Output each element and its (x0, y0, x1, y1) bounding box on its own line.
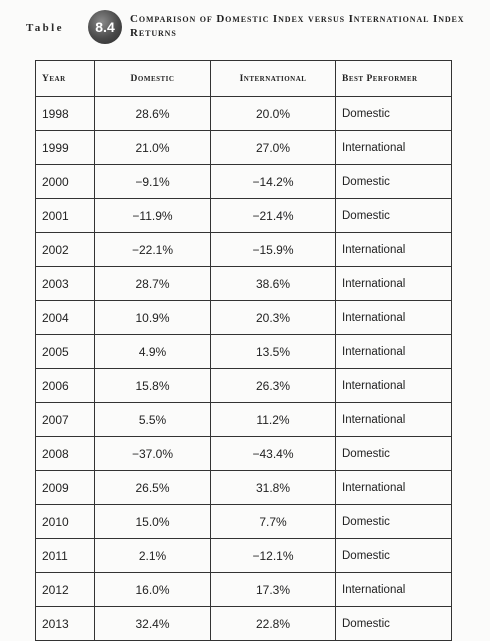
cell-domestic: 10.9% (94, 300, 211, 335)
cell-international: 7.7% (210, 504, 336, 539)
table-row: 2012 16.0% 17.3% International (35, 572, 452, 607)
table-row: 2008 −37.0% −43.4% Domestic (35, 436, 452, 471)
cell-year: 2004 (35, 300, 95, 335)
table-number-badge: 8.4 (88, 10, 122, 44)
cell-year: 2005 (35, 334, 95, 369)
cell-year: 1999 (35, 130, 95, 165)
cell-domestic: 26.5% (94, 470, 211, 505)
column-header-domestic: Domestic (94, 60, 211, 97)
table-title: Comparison of Domestic Index versus Inte… (130, 13, 465, 39)
table-row: 2000 −9.1% −14.2% Domestic (35, 164, 452, 199)
cell-domestic: 28.6% (94, 96, 211, 131)
table-row: 1999 21.0% 27.0% International (35, 130, 452, 165)
cell-year: 2009 (35, 470, 95, 505)
cell-domestic: −9.1% (94, 164, 211, 199)
cell-international: 13.5% (210, 334, 336, 369)
cell-best-performer: International (335, 232, 452, 267)
cell-year: 2012 (35, 572, 95, 607)
column-header-best-performer: Best Performer (335, 60, 452, 97)
cell-domestic: 5.5% (94, 402, 211, 437)
table-header: Table 8.4 Comparison of Domestic Index v… (16, 8, 486, 56)
table-row: 2003 28.7% 38.6% International (35, 266, 452, 301)
table-row: 2010 15.0% 7.7% Domestic (35, 504, 452, 539)
cell-best-performer: International (335, 334, 452, 369)
column-header-year: Year (35, 60, 95, 97)
cell-year: 2002 (35, 232, 95, 267)
cell-international: 11.2% (210, 402, 336, 437)
cell-domestic: 32.4% (94, 606, 211, 641)
cell-year: 2006 (35, 368, 95, 403)
cell-international: 20.0% (210, 96, 336, 131)
cell-international: 27.0% (210, 130, 336, 165)
cell-international: −14.2% (210, 164, 336, 199)
cell-best-performer: Domestic (335, 198, 452, 233)
cell-year: 2013 (35, 606, 95, 641)
cell-domestic: 2.1% (94, 538, 211, 573)
cell-year: 2010 (35, 504, 95, 539)
cell-domestic: −11.9% (94, 198, 211, 233)
table-row: 2007 5.5% 11.2% International (35, 402, 452, 437)
cell-year: 2011 (35, 538, 95, 573)
cell-best-performer: International (335, 130, 452, 165)
cell-best-performer: International (335, 368, 452, 403)
cell-domestic: 15.0% (94, 504, 211, 539)
cell-domestic: −37.0% (94, 436, 211, 471)
cell-best-performer: International (335, 572, 452, 607)
header-row: Year Domestic International Best Perform… (35, 60, 452, 97)
cell-best-performer: International (335, 402, 452, 437)
cell-international: 31.8% (210, 470, 336, 505)
table-label: Table (26, 22, 64, 34)
table-row: 2001 −11.9% −21.4% Domestic (35, 198, 452, 233)
cell-best-performer: International (335, 300, 452, 335)
cell-domestic: 16.0% (94, 572, 211, 607)
cell-international: 17.3% (210, 572, 336, 607)
table-row: 2013 32.4% 22.8% Domestic (35, 606, 452, 641)
cell-international: 26.3% (210, 368, 336, 403)
cell-domestic: 28.7% (94, 266, 211, 301)
cell-international: −21.4% (210, 198, 336, 233)
cell-best-performer: Domestic (335, 538, 452, 573)
cell-best-performer: Domestic (335, 606, 452, 641)
cell-best-performer: Domestic (335, 164, 452, 199)
cell-year: 2001 (35, 198, 95, 233)
cell-year: 2003 (35, 266, 95, 301)
table-row: 2009 26.5% 31.8% International (35, 470, 452, 505)
returns-table: Year Domestic International Best Perform… (35, 60, 452, 641)
cell-best-performer: International (335, 266, 452, 301)
cell-international: 38.6% (210, 266, 336, 301)
cell-best-performer: Domestic (335, 436, 452, 471)
table-row: 2011 2.1% −12.1% Domestic (35, 538, 452, 573)
column-header-international: International (210, 60, 336, 97)
table-row: 1998 28.6% 20.0% Domestic (35, 96, 452, 131)
cell-year: 1998 (35, 96, 95, 131)
cell-year: 2008 (35, 436, 95, 471)
cell-domestic: 15.8% (94, 368, 211, 403)
cell-domestic: 4.9% (94, 334, 211, 369)
cell-year: 2007 (35, 402, 95, 437)
cell-domestic: 21.0% (94, 130, 211, 165)
cell-domestic: −22.1% (94, 232, 211, 267)
table-row: 2005 4.9% 13.5% International (35, 334, 452, 369)
cell-international: −15.9% (210, 232, 336, 267)
cell-best-performer: Domestic (335, 504, 452, 539)
cell-best-performer: Domestic (335, 96, 452, 131)
cell-best-performer: International (335, 470, 452, 505)
table-row: 2004 10.9% 20.3% International (35, 300, 452, 335)
cell-year: 2000 (35, 164, 95, 199)
table-row: 2002 −22.1% −15.9% International (35, 232, 452, 267)
cell-international: −43.4% (210, 436, 336, 471)
cell-international: 22.8% (210, 606, 336, 641)
cell-international: 20.3% (210, 300, 336, 335)
table-row: 2006 15.8% 26.3% International (35, 368, 452, 403)
cell-international: −12.1% (210, 538, 336, 573)
